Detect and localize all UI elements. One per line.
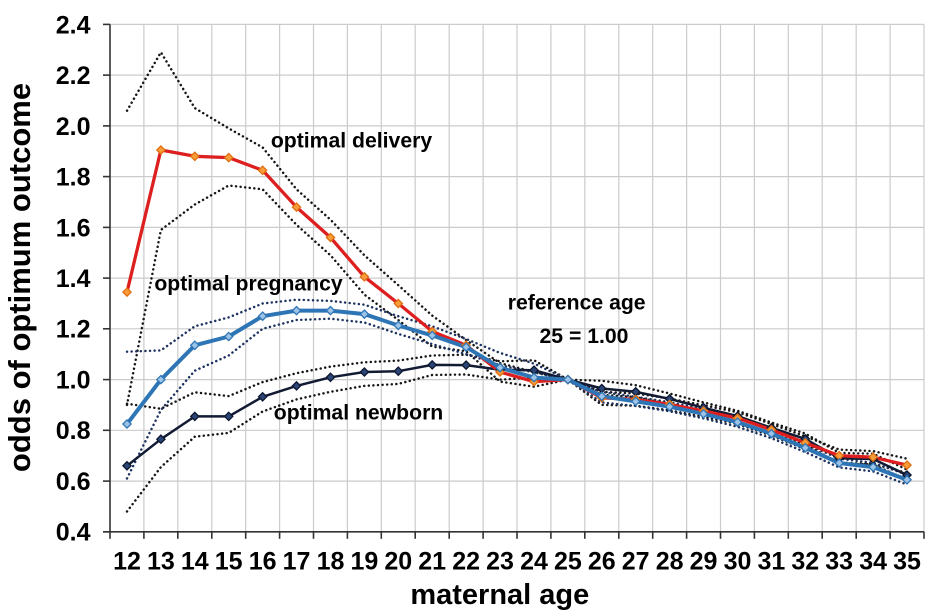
svg-text:optimal delivery: optimal delivery (271, 130, 433, 153)
svg-text:20: 20 (384, 547, 412, 575)
svg-text:21: 21 (418, 547, 446, 575)
svg-text:19: 19 (350, 547, 378, 575)
svg-text:30: 30 (724, 547, 752, 575)
svg-text:33: 33 (825, 547, 853, 575)
svg-text:23: 23 (486, 547, 514, 575)
svg-text:22: 22 (452, 547, 480, 575)
svg-text:25 = 1.00: 25 = 1.00 (540, 325, 629, 348)
svg-text:2.4: 2.4 (56, 11, 91, 39)
svg-text:maternal age: maternal age (410, 579, 589, 611)
svg-text:25: 25 (554, 547, 582, 575)
svg-text:14: 14 (181, 547, 209, 575)
svg-text:34: 34 (859, 547, 887, 575)
svg-text:optimal pregnancy: optimal pregnancy (154, 273, 343, 296)
svg-text:1.0: 1.0 (56, 367, 91, 395)
svg-text:1.4: 1.4 (56, 265, 91, 293)
svg-text:17: 17 (283, 547, 311, 575)
svg-text:13: 13 (147, 547, 175, 575)
svg-text:32: 32 (791, 547, 819, 575)
svg-text:odds of optimum outcome: odds of optimum outcome (2, 83, 37, 472)
svg-text:18: 18 (317, 547, 345, 575)
svg-text:1.6: 1.6 (56, 214, 91, 242)
svg-text:31: 31 (757, 547, 785, 575)
svg-text:0.4: 0.4 (56, 519, 91, 547)
svg-text:reference age: reference age (508, 292, 646, 315)
svg-text:12: 12 (113, 547, 141, 575)
svg-text:15: 15 (215, 547, 243, 575)
svg-text:optimal newborn: optimal newborn (274, 402, 444, 425)
svg-text:2.2: 2.2 (56, 62, 91, 90)
svg-text:28: 28 (656, 547, 684, 575)
svg-text:0.8: 0.8 (56, 417, 91, 445)
svg-text:24: 24 (520, 547, 548, 575)
svg-text:26: 26 (588, 547, 616, 575)
svg-text:27: 27 (622, 547, 650, 575)
svg-text:35: 35 (893, 547, 921, 575)
svg-text:16: 16 (249, 547, 277, 575)
svg-text:1.2: 1.2 (56, 316, 91, 344)
svg-text:0.6: 0.6 (56, 468, 91, 496)
svg-text:29: 29 (690, 547, 718, 575)
svg-text:1.8: 1.8 (56, 164, 91, 192)
svg-text:2.0: 2.0 (56, 113, 91, 141)
